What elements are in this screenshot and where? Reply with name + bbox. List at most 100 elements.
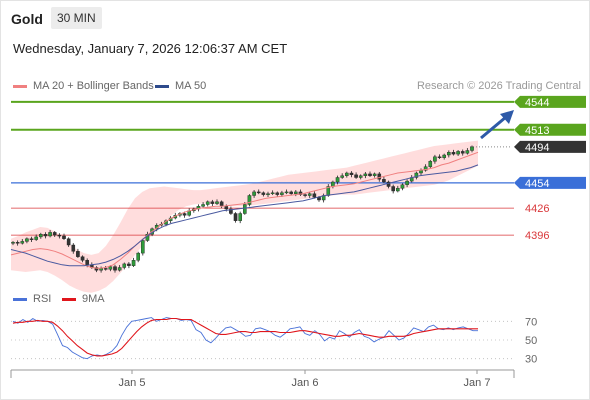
candle bbox=[340, 173, 344, 179]
candle bbox=[363, 172, 368, 179]
projection-arrow-icon bbox=[480, 115, 507, 140]
legend-ma50: MA 50 bbox=[155, 80, 206, 92]
legend-rsi-label: RSI bbox=[33, 293, 52, 305]
candle bbox=[414, 171, 419, 180]
bollinger-swatch-icon bbox=[13, 84, 27, 88]
level-label-resistance: 4544 bbox=[525, 97, 549, 109]
candle bbox=[465, 148, 470, 155]
level-tag-current bbox=[514, 140, 586, 153]
candle bbox=[187, 208, 191, 217]
candle bbox=[423, 164, 428, 172]
candle bbox=[275, 191, 280, 197]
candle bbox=[229, 206, 233, 215]
candle bbox=[29, 236, 34, 243]
level-label-support: 4426 bbox=[525, 203, 549, 215]
candle bbox=[382, 176, 386, 184]
level-tag-resistance bbox=[514, 95, 586, 108]
candle bbox=[261, 191, 266, 197]
level-label-current: 4494 bbox=[525, 142, 549, 154]
candle bbox=[66, 237, 71, 247]
candle bbox=[80, 255, 85, 263]
level-label-pivot: 4454 bbox=[525, 178, 549, 190]
candle bbox=[270, 190, 275, 196]
candle bbox=[48, 229, 52, 238]
candle bbox=[377, 172, 382, 182]
instrument-title: Gold bbox=[11, 11, 43, 27]
candle bbox=[131, 257, 136, 268]
candle bbox=[442, 153, 446, 160]
candle bbox=[460, 149, 465, 156]
candle bbox=[127, 262, 131, 269]
candle bbox=[451, 149, 456, 156]
candle bbox=[284, 189, 289, 195]
candle bbox=[372, 172, 377, 178]
candle bbox=[94, 266, 99, 273]
candle bbox=[43, 232, 48, 239]
candle bbox=[303, 193, 307, 198]
candle bbox=[447, 150, 451, 158]
candle bbox=[437, 154, 442, 160]
legend-bollinger: MA 20 + Bollinger Bands bbox=[13, 80, 154, 92]
candle bbox=[11, 240, 15, 246]
candle bbox=[201, 202, 205, 208]
candle bbox=[62, 233, 66, 241]
level-label-resistance: 4513 bbox=[525, 125, 549, 137]
candle bbox=[247, 194, 252, 207]
candle bbox=[470, 145, 474, 153]
candle bbox=[219, 200, 224, 209]
candle bbox=[122, 262, 127, 270]
candle bbox=[354, 172, 358, 179]
candle bbox=[294, 190, 298, 197]
rsi-swatch-icon bbox=[13, 297, 27, 301]
candle bbox=[76, 248, 80, 259]
candle bbox=[307, 191, 312, 198]
candle bbox=[20, 238, 25, 245]
candle bbox=[312, 191, 317, 199]
ma50-line bbox=[10, 164, 479, 267]
candle bbox=[39, 232, 43, 239]
candle bbox=[368, 171, 372, 178]
candle bbox=[335, 175, 340, 185]
candle bbox=[391, 184, 395, 194]
timestamp: Wednesday, January 7, 2026 12:06:37 AM C… bbox=[13, 41, 288, 56]
candle bbox=[141, 238, 145, 256]
candle bbox=[238, 211, 242, 224]
candle bbox=[349, 171, 354, 178]
candle bbox=[252, 190, 256, 198]
candle bbox=[345, 171, 349, 178]
candle bbox=[215, 199, 219, 205]
ma20-line bbox=[10, 151, 479, 269]
legend-rsi: RSI bbox=[13, 293, 51, 305]
candle bbox=[34, 234, 38, 241]
candle bbox=[57, 233, 62, 239]
candle bbox=[298, 189, 303, 196]
candle bbox=[456, 150, 460, 156]
header-bar: Gold 30 MIN bbox=[0, 0, 590, 36]
candle bbox=[25, 237, 29, 244]
candle bbox=[433, 154, 437, 164]
candle bbox=[205, 200, 210, 207]
timeframe-button[interactable]: 30 MIN bbox=[51, 7, 102, 29]
legend-9ma: 9MA bbox=[62, 293, 105, 305]
candle bbox=[428, 159, 433, 169]
candle bbox=[266, 191, 270, 198]
candle bbox=[103, 265, 108, 271]
legend-9ma-label: 9MA bbox=[82, 293, 105, 305]
candle bbox=[52, 231, 57, 237]
candle bbox=[136, 251, 140, 263]
candle bbox=[256, 189, 261, 195]
ma50-swatch-icon bbox=[155, 84, 169, 88]
credit-text: Research © 2026 Trading Central bbox=[416, 80, 581, 92]
projection-arrow-head-icon bbox=[500, 110, 514, 124]
candle bbox=[405, 179, 409, 188]
candle bbox=[113, 264, 117, 273]
candle bbox=[15, 240, 20, 246]
legend-ma50-label: MA 50 bbox=[175, 80, 207, 92]
level-label-support: 4396 bbox=[525, 230, 549, 242]
ma9-swatch-icon bbox=[62, 297, 76, 301]
candle bbox=[210, 199, 215, 207]
legend-bollinger-label: MA 20 + Bollinger Bands bbox=[33, 80, 154, 92]
candle bbox=[71, 243, 76, 254]
candle bbox=[400, 183, 405, 191]
